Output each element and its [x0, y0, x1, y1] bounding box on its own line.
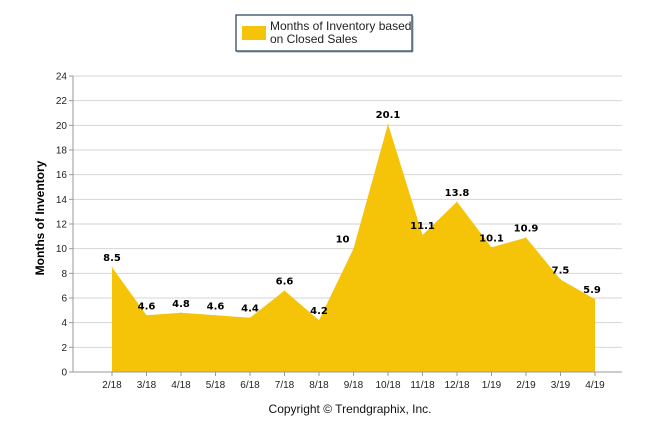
x-tick-label: 10/18	[375, 380, 400, 391]
data-label: 7.5	[552, 266, 570, 277]
x-tick-label: 9/18	[344, 380, 364, 391]
x-tick-label: 5/18	[206, 380, 226, 391]
data-label: 4.6	[138, 301, 156, 312]
data-label: 13.8	[445, 188, 470, 199]
y-tick-label: 10	[56, 244, 68, 255]
y-tick-label: 2	[61, 343, 67, 354]
x-tick-label: 2/18	[102, 380, 122, 391]
y-tick-label: 4	[61, 318, 67, 329]
data-point	[525, 237, 527, 239]
y-axis-title: Months of Inventory	[33, 160, 47, 275]
data-label: 6.6	[276, 277, 294, 288]
data-point	[249, 317, 251, 319]
x-tick-label: 6/18	[240, 380, 260, 391]
data-point	[318, 319, 320, 321]
x-tick-label: 1/19	[482, 380, 502, 391]
data-point	[387, 123, 389, 125]
y-tick-label: 6	[61, 294, 67, 305]
y-tick-label: 16	[56, 170, 68, 181]
data-label: 8.5	[103, 253, 121, 264]
copyright-footer: Copyright © Trendgraphix, Inc.	[269, 402, 432, 416]
series-area	[112, 124, 595, 372]
data-point	[353, 248, 354, 250]
x-tick-label: 4/19	[585, 380, 605, 391]
x-tick-label: 8/18	[309, 380, 329, 391]
data-point	[560, 279, 561, 280]
data-point	[491, 246, 492, 248]
data-label: 4.2	[310, 306, 328, 317]
data-label: 10	[336, 235, 350, 246]
x-tick-labels: 2/18 3/18 4/18 5/18 6/18 7/18 8/18 9/18 10/18 11/…	[102, 380, 605, 391]
data-label: 20.1	[376, 110, 401, 121]
y-tick-label: 14	[56, 195, 68, 206]
legend: Months of Inventory based on Closed Sale…	[235, 14, 414, 53]
y-tick-label: 18	[56, 146, 68, 157]
data-point	[215, 314, 216, 316]
x-tick-label: 2/19	[516, 380, 536, 391]
y-tick-label: 8	[61, 269, 67, 280]
legend-label-line1: Months of Inventory based	[270, 19, 411, 33]
x-tick-label: 3/18	[137, 380, 157, 391]
y-tick-label: 24	[56, 72, 68, 83]
data-point	[594, 298, 596, 300]
y-tick-label: 22	[56, 96, 68, 107]
data-point	[422, 234, 423, 236]
legend-label-line2: on Closed Sales	[270, 32, 357, 46]
y-tick-label: 0	[61, 368, 67, 379]
x-tick-label: 11/18	[410, 380, 435, 391]
data-label: 11.1	[410, 221, 435, 232]
data-point	[111, 266, 113, 268]
data-label: 10.9	[514, 224, 539, 235]
data-label: 10.1	[479, 233, 504, 244]
x-tick-label: 12/18	[444, 380, 469, 391]
y-tick-label: 20	[56, 121, 68, 132]
data-label: 4.4	[241, 304, 259, 315]
plot-area	[111, 123, 596, 372]
x-tick-label: 3/19	[551, 380, 571, 391]
data-point	[146, 314, 147, 316]
legend-swatch	[242, 26, 266, 40]
x-tick-label: 7/18	[275, 380, 295, 391]
data-labels: 8.5 4.6 4.8 4.6 4.4 6.6 4.2 10 20.1 11.1 13.8 10.1 1…	[103, 110, 601, 317]
data-label: 4.8	[172, 299, 190, 310]
y-tick-label: 12	[56, 220, 68, 231]
data-point	[284, 290, 285, 292]
axes	[72, 76, 622, 376]
data-label: 5.9	[583, 285, 601, 296]
data-point	[180, 312, 182, 314]
data-point	[456, 201, 458, 203]
x-tick-label: 4/18	[171, 380, 191, 391]
data-label: 4.6	[207, 301, 225, 312]
